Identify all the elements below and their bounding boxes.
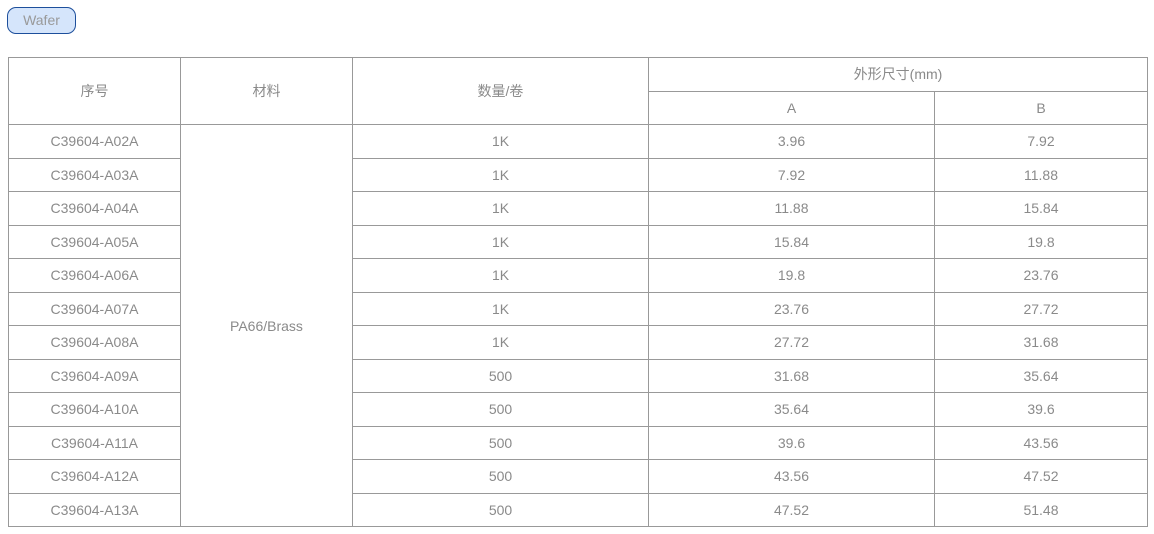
cell-qty: 1K xyxy=(352,191,649,226)
header-id: 序号 xyxy=(8,57,181,125)
header-qty: 数量/卷 xyxy=(352,57,649,125)
table-row: C39604-A08A 1K 27.72 31.68 xyxy=(8,325,1148,360)
cell-b: 39.6 xyxy=(934,392,1148,427)
cell-qty: 1K xyxy=(352,224,649,259)
table-row: C39604-A10A 500 35.64 39.6 xyxy=(8,392,1148,427)
cell-b: 7.92 xyxy=(934,124,1148,159)
cell-qty: 500 xyxy=(352,492,649,527)
header-dims: 外形尺寸(mm) xyxy=(648,57,1148,92)
cell-a: 43.56 xyxy=(648,459,935,494)
cell-qty: 1K xyxy=(352,291,649,326)
cell-a: 27.72 xyxy=(648,325,935,360)
cell-b: 35.64 xyxy=(934,358,1148,393)
cell-qty: 1K xyxy=(352,325,649,360)
cell-id: C39604-A03A xyxy=(8,157,181,192)
table-row: C39604-A11A 500 39.6 43.56 xyxy=(8,425,1148,460)
cell-qty: 500 xyxy=(352,425,649,460)
table-row: C39604-A05A 1K 15.84 19.8 xyxy=(8,224,1148,259)
cell-b: 27.72 xyxy=(934,291,1148,326)
cell-material: PA66/Brass xyxy=(180,124,353,527)
cell-a: 39.6 xyxy=(648,425,935,460)
cell-a: 47.52 xyxy=(648,492,935,527)
cell-a: 35.64 xyxy=(648,392,935,427)
cell-b: 51.48 xyxy=(934,492,1148,527)
cell-b: 11.88 xyxy=(934,157,1148,192)
cell-b: 23.76 xyxy=(934,258,1148,293)
cell-qty: 1K xyxy=(352,124,649,159)
cell-b: 15.84 xyxy=(934,191,1148,226)
table-row: C39604-A12A 500 43.56 47.52 xyxy=(8,459,1148,494)
table-row: C39604-A02A PA66/Brass 1K 3.96 7.92 xyxy=(8,124,1148,527)
cell-a: 31.68 xyxy=(648,358,935,393)
header-a: A xyxy=(648,90,935,125)
cell-a: 23.76 xyxy=(648,291,935,326)
table-row: C39604-A03A 1K 7.92 11.88 xyxy=(8,157,1148,192)
cell-id: C39604-A10A xyxy=(8,392,181,427)
cell-b: 19.8 xyxy=(934,224,1148,259)
cell-id: C39604-A12A xyxy=(8,459,181,494)
cell-qty: 500 xyxy=(352,392,649,427)
spec-table: 序号 材料 数量/卷 外形尺寸(mm) A B C39604-A02A PA66/… xyxy=(8,57,1148,527)
cell-b: 31.68 xyxy=(934,325,1148,360)
cell-a: 3.96 xyxy=(648,124,935,159)
cell-id: C39604-A11A xyxy=(8,425,181,460)
cell-b: 43.56 xyxy=(934,425,1148,460)
wafer-tag-button[interactable]: Wafer xyxy=(7,7,76,34)
cell-id: C39604-A02A xyxy=(8,124,181,159)
cell-qty: 1K xyxy=(352,258,649,293)
cell-id: C39604-A08A xyxy=(8,325,181,360)
cell-id: C39604-A13A xyxy=(8,492,181,527)
header-b: B xyxy=(934,90,1148,125)
cell-qty: 500 xyxy=(352,459,649,494)
cell-id: C39604-A07A xyxy=(8,291,181,326)
table-row: C39604-A06A 1K 19.8 23.76 xyxy=(8,258,1148,293)
cell-a: 7.92 xyxy=(648,157,935,192)
table-row: C39604-A04A 1K 11.88 15.84 xyxy=(8,191,1148,226)
cell-id: C39604-A05A xyxy=(8,224,181,259)
header-material: 材料 xyxy=(180,57,353,125)
cell-id: C39604-A04A xyxy=(8,191,181,226)
cell-b: 47.52 xyxy=(934,459,1148,494)
table-row: C39604-A13A 500 47.52 51.48 xyxy=(8,492,1148,527)
cell-id: C39604-A06A xyxy=(8,258,181,293)
cell-a: 11.88 xyxy=(648,191,935,226)
cell-id: C39604-A09A xyxy=(8,358,181,393)
cell-qty: 1K xyxy=(352,157,649,192)
cell-qty: 500 xyxy=(352,358,649,393)
table-row: C39604-A09A 500 31.68 35.64 xyxy=(8,358,1148,393)
table-row: C39604-A07A 1K 23.76 27.72 xyxy=(8,291,1148,326)
cell-a: 19.8 xyxy=(648,258,935,293)
cell-a: 15.84 xyxy=(648,224,935,259)
